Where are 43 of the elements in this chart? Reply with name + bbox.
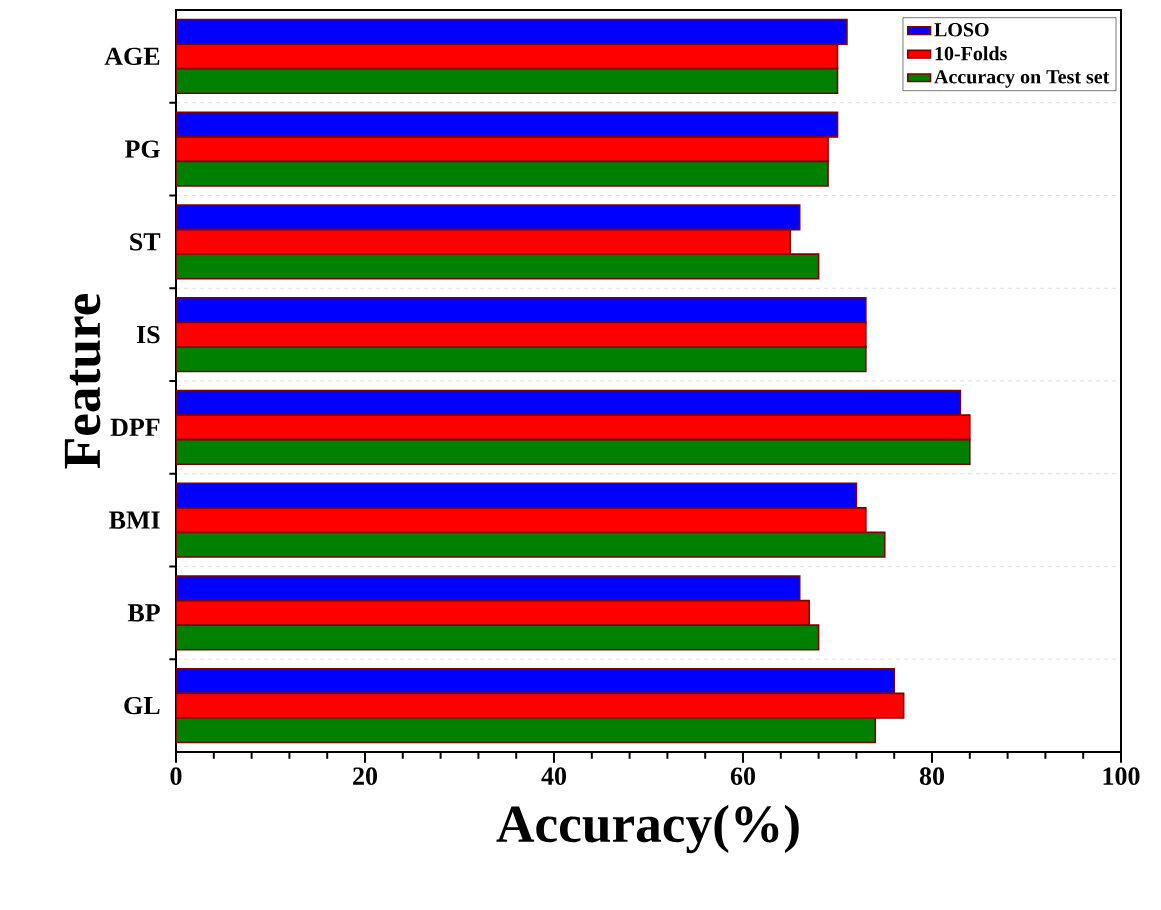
bar xyxy=(176,624,820,651)
legend-label: LOSO xyxy=(934,23,989,37)
bar xyxy=(176,43,839,70)
y-tick-label: IS xyxy=(136,325,160,344)
x-tick-label: 0 xyxy=(170,767,182,785)
y-tick-label: BP xyxy=(127,604,160,622)
bar xyxy=(176,389,962,416)
legend-label: Accuracy on Test set xyxy=(934,70,1110,88)
legend-label: 10-Folds xyxy=(935,46,1007,61)
bar xyxy=(176,321,867,348)
bar xyxy=(176,438,971,466)
y-tick-label: DPF xyxy=(110,418,160,436)
bar xyxy=(176,482,858,509)
bar xyxy=(176,228,792,255)
bar xyxy=(176,599,810,626)
bar xyxy=(176,575,801,602)
bar xyxy=(176,717,877,744)
y-tick-label: PG xyxy=(124,140,160,158)
y-axis-title: Feature xyxy=(64,294,101,469)
x-tick-label: 20 xyxy=(353,767,378,785)
bar xyxy=(176,692,905,719)
bar xyxy=(176,667,895,695)
bar xyxy=(176,296,867,324)
bar xyxy=(176,346,867,373)
x-tick-label: 40 xyxy=(541,767,567,785)
y-tick-label: AGE xyxy=(104,47,160,66)
y-tick-label: BMI xyxy=(109,511,160,529)
x-tick-label: 80 xyxy=(919,767,944,785)
bar xyxy=(176,111,839,138)
y-tick-label: ST xyxy=(130,233,161,251)
bar xyxy=(176,507,867,534)
x-axis-title: Accuracy(%) xyxy=(496,804,799,854)
bar xyxy=(176,253,820,280)
bar xyxy=(176,160,829,187)
x-tick-label: 100 xyxy=(1103,767,1140,785)
y-tick-label: GL xyxy=(124,696,160,715)
bar xyxy=(176,204,801,231)
bar xyxy=(176,18,848,45)
bar xyxy=(176,67,839,95)
bar xyxy=(176,136,829,163)
bar xyxy=(176,414,971,441)
bar xyxy=(176,531,886,558)
x-tick-label: 60 xyxy=(730,767,756,785)
